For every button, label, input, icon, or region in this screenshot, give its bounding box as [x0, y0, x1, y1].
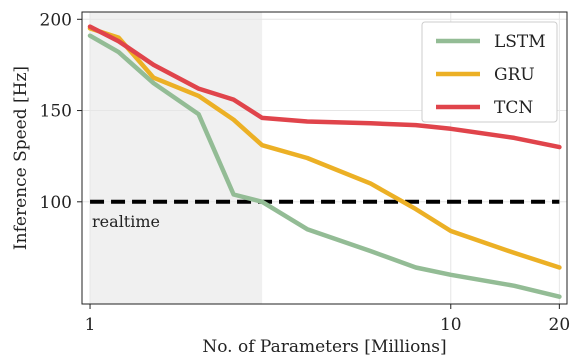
realtime-label: realtime	[92, 212, 160, 231]
series-line-tcn	[87, 24, 562, 150]
x-axis-label: No. of Parameters [Millions]	[202, 337, 446, 357]
series-line-gru	[87, 26, 562, 270]
legend-label-tcn: TCN	[494, 98, 533, 118]
legend-box	[421, 21, 558, 123]
legend-label-lstm: LSTM	[494, 32, 546, 52]
y-tick-label: 150	[40, 102, 72, 122]
legend: LSTM GRU TCN	[421, 21, 558, 123]
series-line-lstm	[87, 33, 562, 299]
x-tick-label: 1	[85, 315, 96, 335]
x-tick-label: 20	[549, 315, 571, 335]
shaded-region	[90, 12, 263, 304]
y-tick-label: 100	[40, 193, 72, 213]
series-lines	[87, 24, 562, 299]
y-axis-label: Inference Speed [Hz]	[11, 66, 31, 250]
y-tick-label: 200	[40, 10, 72, 30]
plot-frame	[81, 11, 568, 305]
x-tick-label: 10	[440, 315, 462, 335]
legend-label-gru: GRU	[494, 65, 535, 85]
axis-ticks: 1 10 20 100 150 200	[40, 10, 571, 335]
